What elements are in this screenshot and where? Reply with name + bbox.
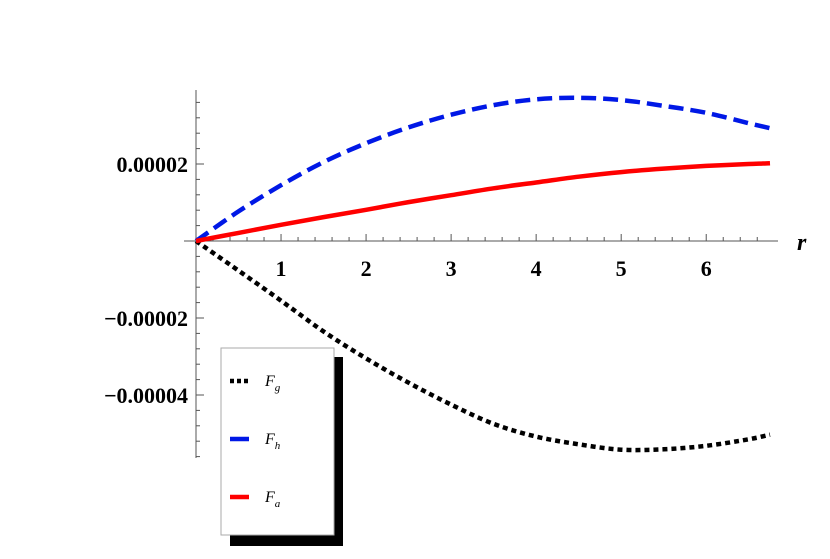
x-tick-label: 1	[276, 256, 287, 281]
legend-label-main: F	[264, 431, 275, 448]
series-layer	[194, 95, 771, 453]
legend-label-sub: h	[275, 440, 281, 452]
series-line-f-a	[195, 160, 771, 244]
x-tick-label: 6	[701, 256, 712, 281]
x-tick-label: 2	[361, 256, 372, 281]
legend-label-f-h: Fh	[264, 431, 281, 452]
x-tick-label: 5	[616, 256, 627, 281]
y-tick-label: 0.00002	[117, 152, 189, 177]
legend-label-f-a: Fa	[264, 489, 281, 510]
legend-label-f-g: Fg	[264, 373, 281, 394]
axes: 1 2 3 4 5 6 0.00002 −0.00002 −0.00004	[104, 90, 778, 458]
legend-label-main: F	[264, 489, 275, 506]
legend-label-sub: g	[275, 382, 281, 394]
series-line-f-h	[194, 95, 771, 243]
legend-label-main: F	[264, 373, 275, 390]
x-axis-label: r	[797, 230, 807, 256]
series-line-f-g	[194, 239, 771, 453]
x-tick-label: 4	[531, 256, 542, 281]
y-tick-label: −0.00002	[104, 306, 188, 331]
y-tick-label: −0.00004	[104, 383, 188, 408]
legend-label-sub: a	[275, 498, 281, 510]
x-tick-label: 3	[446, 256, 457, 281]
